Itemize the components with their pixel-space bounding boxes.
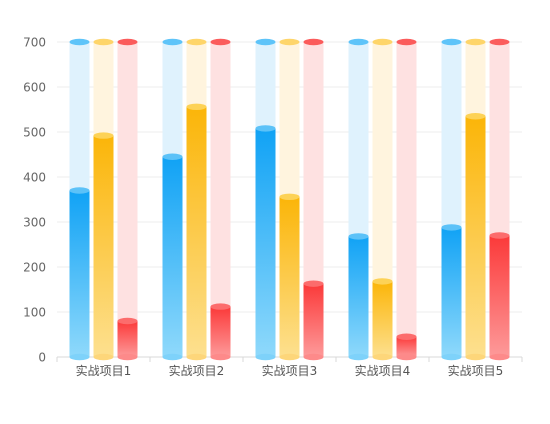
background-bar [396,42,417,357]
bar-top-cap [372,278,393,285]
y-tick-label: 300 [23,216,46,230]
bar-base-cap [255,353,276,361]
background-bar-cap [489,38,510,46]
bar [117,321,138,357]
bar-base-cap [303,353,324,361]
bar-base-cap [117,353,138,361]
bar [210,306,231,357]
bar-top-cap [348,233,369,240]
background-bar-cap [441,38,462,46]
bar [303,283,324,357]
background-bar-cap [465,38,486,46]
x-tick-label: 实战项目4 [355,363,411,378]
bar-top-cap [93,132,114,139]
bar [489,235,510,357]
bar-top-cap [255,125,276,132]
x-tick-label: 实战项目3 [262,363,318,378]
bar [93,135,114,357]
y-tick-label: 400 [23,171,46,185]
x-tick-label: 实战项目2 [169,363,225,378]
y-tick-label: 200 [23,261,46,275]
bar-top-cap [465,113,486,120]
y-tick-label: 500 [23,126,46,140]
y-tick-label: 100 [23,306,46,320]
bar [186,106,207,357]
background-bar-cap [186,38,207,46]
y-tick-label: 600 [23,81,46,95]
x-axis: 实战项目1 实战项目2 实战项目3 实战项目4 实战项目5 [56,357,523,378]
y-tick-label: 0 [38,351,46,365]
y-tick-label: 700 [23,36,46,50]
bar [441,227,462,357]
bar-base-cap [465,353,486,361]
bar-base-cap [69,353,90,361]
bar-top-cap [489,232,510,239]
bar-base-cap [210,353,231,361]
background-bar-cap [372,38,393,46]
bar [372,281,393,357]
bar-base-cap [93,353,114,361]
background-bar-cap [210,38,231,46]
bar [465,116,486,357]
bar-base-cap [441,353,462,361]
bar-base-cap [489,353,510,361]
bar [69,190,90,357]
background-bar-cap [279,38,300,46]
background-bar-cap [69,38,90,46]
bar-top-cap [186,103,207,111]
bar [255,128,276,357]
background-bar-cap [348,38,369,46]
bar-top-cap [210,303,231,310]
background-bar [210,42,231,357]
background-bar-cap [303,38,324,46]
background-bar-cap [117,38,138,46]
bar-top-cap [441,224,462,231]
background-bar-cap [93,38,114,46]
bar [162,156,183,357]
background-bar [117,42,138,357]
bar-base-cap [279,353,300,361]
x-tick-label: 实战项目5 [448,363,504,378]
bar-top-cap [396,333,417,340]
bar-base-cap [186,353,207,361]
bar-base-cap [396,353,417,361]
bar-top-cap [117,317,138,325]
background-bar [303,42,324,357]
bar-base-cap [348,353,369,361]
bar-top-cap [69,187,90,194]
background-bar-cap [255,38,276,46]
background-bar [372,42,393,357]
x-tick-label: 实战项目1 [76,363,132,378]
bar-top-cap [279,193,300,200]
background-bar-cap [162,38,183,46]
bar-base-cap [162,353,183,361]
bar [348,236,369,357]
data-bars [69,103,510,361]
bar-top-cap [162,153,183,160]
bar-base-cap [372,353,393,361]
bar-top-cap [303,280,324,287]
bar [279,196,300,357]
background-bar-cap [396,38,417,46]
bar [396,336,417,357]
y-axis: 0 100 200 300 400 500 600 700 [23,36,46,365]
